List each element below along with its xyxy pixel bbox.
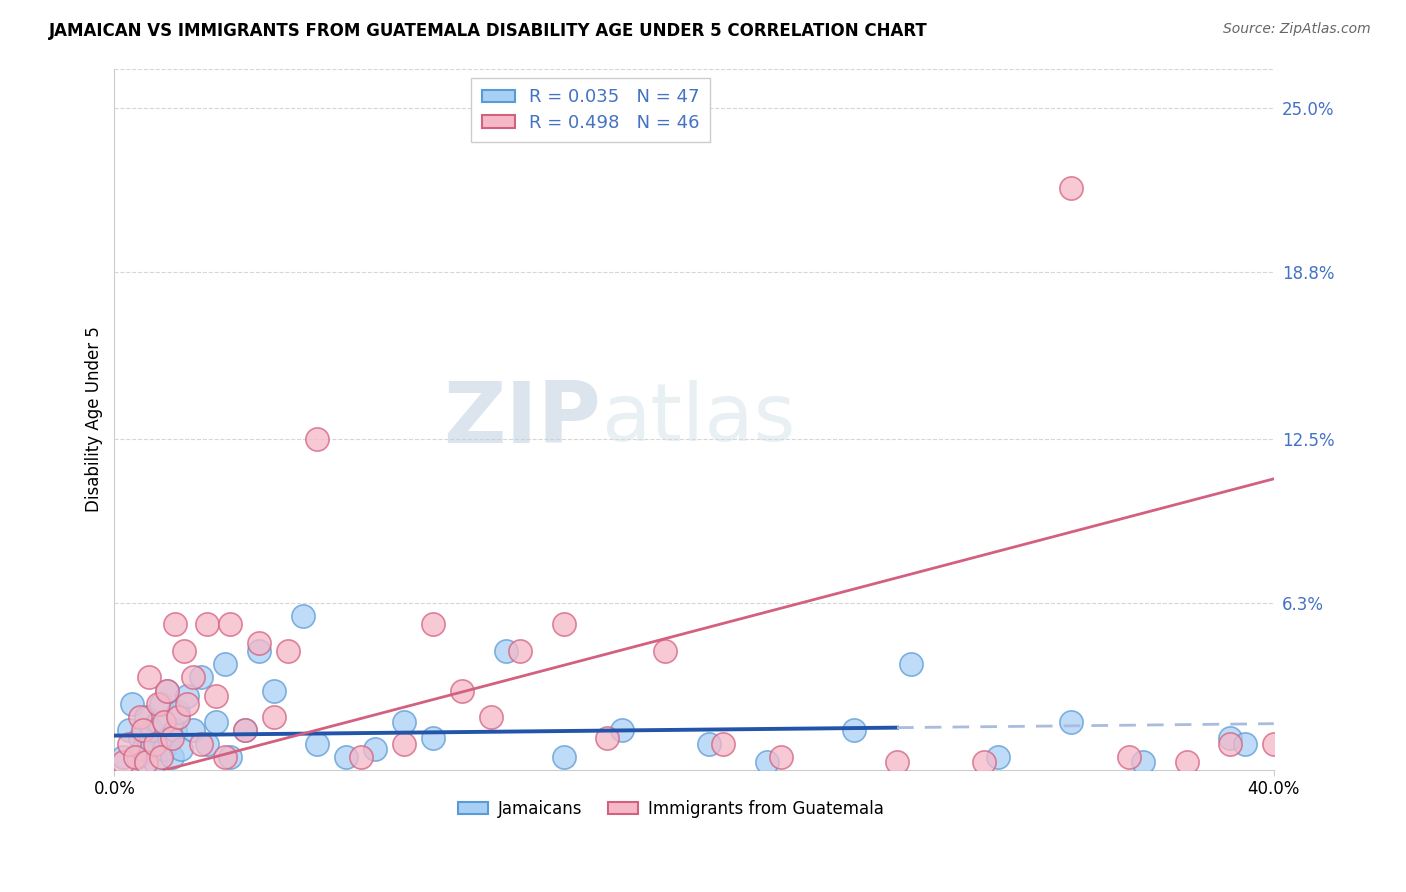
Point bbox=[176, 697, 198, 711]
Point bbox=[181, 723, 204, 738]
Point bbox=[1219, 737, 1241, 751]
Point bbox=[219, 749, 242, 764]
Point bbox=[143, 737, 166, 751]
Point bbox=[307, 737, 329, 751]
Point bbox=[167, 710, 190, 724]
Point bbox=[842, 723, 865, 738]
Point bbox=[219, 617, 242, 632]
Point bbox=[277, 644, 299, 658]
Point bbox=[146, 715, 169, 730]
Point bbox=[451, 683, 474, 698]
Point bbox=[162, 731, 184, 746]
Point bbox=[214, 657, 236, 672]
Point bbox=[165, 617, 187, 632]
Point bbox=[654, 644, 676, 658]
Point bbox=[886, 755, 908, 769]
Point bbox=[350, 749, 373, 764]
Point bbox=[152, 715, 174, 730]
Point bbox=[205, 715, 228, 730]
Point bbox=[152, 741, 174, 756]
Point bbox=[214, 749, 236, 764]
Point bbox=[1118, 749, 1140, 764]
Point bbox=[422, 617, 444, 632]
Point bbox=[155, 683, 177, 698]
Point bbox=[1263, 737, 1285, 751]
Point bbox=[190, 737, 212, 751]
Point bbox=[711, 737, 734, 751]
Text: ZIP: ZIP bbox=[444, 377, 602, 461]
Y-axis label: Disability Age Under 5: Disability Age Under 5 bbox=[86, 326, 103, 512]
Point bbox=[973, 755, 995, 769]
Point bbox=[987, 749, 1010, 764]
Point bbox=[1060, 715, 1083, 730]
Point bbox=[173, 644, 195, 658]
Point bbox=[247, 636, 270, 650]
Point bbox=[247, 644, 270, 658]
Point bbox=[167, 705, 190, 719]
Point bbox=[697, 737, 720, 751]
Point bbox=[118, 723, 141, 738]
Point bbox=[291, 609, 314, 624]
Point bbox=[307, 432, 329, 446]
Point bbox=[495, 644, 517, 658]
Point bbox=[146, 697, 169, 711]
Legend: Jamaicans, Immigrants from Guatemala: Jamaicans, Immigrants from Guatemala bbox=[451, 794, 890, 825]
Point bbox=[132, 723, 155, 738]
Point bbox=[162, 749, 184, 764]
Point bbox=[610, 723, 633, 738]
Point bbox=[755, 755, 778, 769]
Point bbox=[1175, 755, 1198, 769]
Point bbox=[138, 737, 160, 751]
Point bbox=[155, 683, 177, 698]
Point bbox=[135, 755, 157, 769]
Point bbox=[553, 617, 575, 632]
Point bbox=[141, 723, 163, 738]
Point bbox=[112, 755, 135, 769]
Point bbox=[263, 710, 285, 724]
Point bbox=[135, 710, 157, 724]
Point bbox=[143, 755, 166, 769]
Point bbox=[159, 731, 181, 746]
Point bbox=[149, 749, 172, 764]
Point bbox=[553, 749, 575, 764]
Point bbox=[165, 723, 187, 738]
Point bbox=[195, 617, 218, 632]
Point bbox=[364, 741, 387, 756]
Point bbox=[394, 715, 416, 730]
Point bbox=[129, 710, 152, 724]
Point bbox=[1060, 180, 1083, 194]
Text: JAMAICAN VS IMMIGRANTS FROM GUATEMALA DISABILITY AGE UNDER 5 CORRELATION CHART: JAMAICAN VS IMMIGRANTS FROM GUATEMALA DI… bbox=[49, 22, 928, 40]
Point bbox=[900, 657, 922, 672]
Point bbox=[195, 737, 218, 751]
Point bbox=[1233, 737, 1256, 751]
Point bbox=[176, 689, 198, 703]
Point bbox=[1132, 755, 1154, 769]
Point bbox=[335, 749, 357, 764]
Point bbox=[129, 731, 152, 746]
Point bbox=[170, 741, 193, 756]
Point bbox=[1219, 731, 1241, 746]
Point bbox=[422, 731, 444, 746]
Point bbox=[181, 670, 204, 684]
Point bbox=[596, 731, 619, 746]
Point bbox=[127, 749, 149, 764]
Point bbox=[205, 689, 228, 703]
Point bbox=[132, 741, 155, 756]
Point bbox=[509, 644, 531, 658]
Point bbox=[233, 723, 256, 738]
Point bbox=[118, 737, 141, 751]
Point bbox=[138, 670, 160, 684]
Point bbox=[479, 710, 502, 724]
Point bbox=[770, 749, 793, 764]
Point bbox=[394, 737, 416, 751]
Text: Source: ZipAtlas.com: Source: ZipAtlas.com bbox=[1223, 22, 1371, 37]
Point bbox=[124, 749, 146, 764]
Point bbox=[121, 697, 143, 711]
Point bbox=[112, 749, 135, 764]
Point bbox=[233, 723, 256, 738]
Point bbox=[190, 670, 212, 684]
Text: atlas: atlas bbox=[602, 380, 796, 458]
Point bbox=[149, 697, 172, 711]
Point bbox=[263, 683, 285, 698]
